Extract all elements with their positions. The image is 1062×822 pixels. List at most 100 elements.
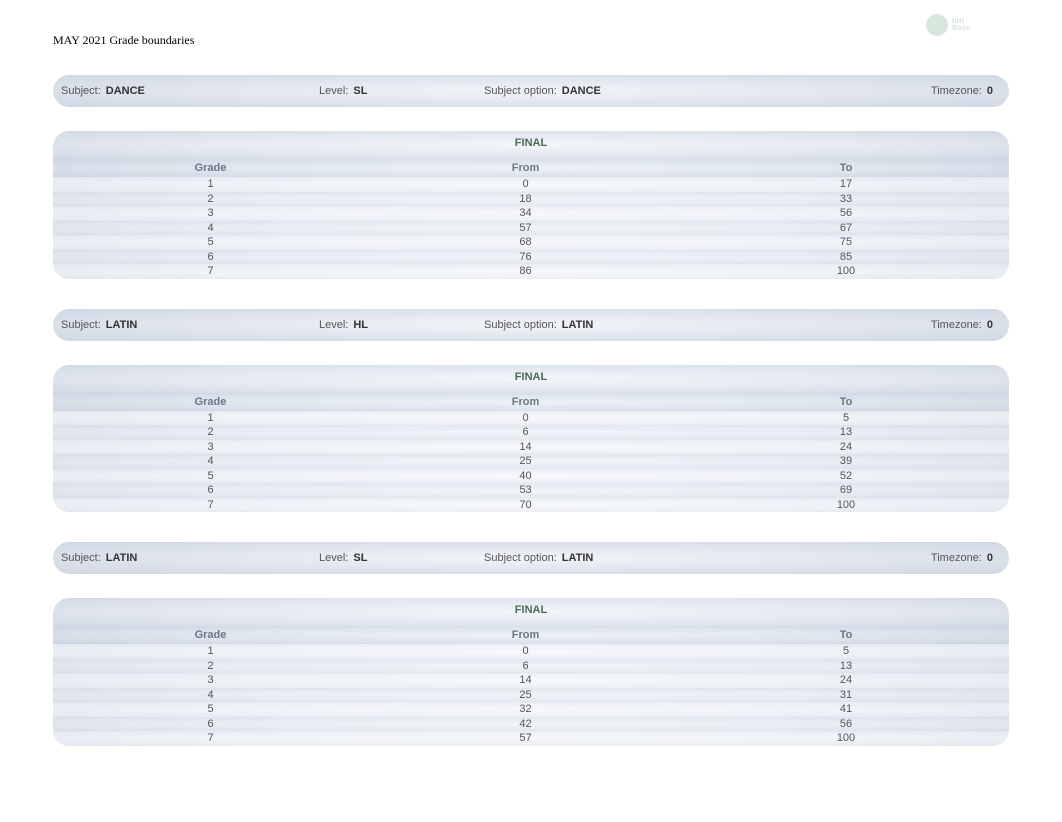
cell-grade: 7	[53, 731, 368, 746]
cell-grade: 6	[53, 717, 368, 732]
cell-grade: 3	[53, 673, 368, 688]
timezone-label: Timezone:	[931, 552, 982, 564]
table-header-row: Grade From To	[53, 159, 1009, 177]
cell-to: 75	[683, 235, 1009, 250]
subject-option-group: Subject option: LATIN	[484, 552, 931, 564]
table-row: 1 0 5	[53, 644, 1009, 659]
cell-grade: 3	[53, 206, 368, 221]
subject-option-value: LATIN	[562, 552, 594, 564]
timezone-group: Timezone: 0	[931, 85, 1001, 97]
cell-grade: 1	[53, 644, 368, 659]
col-header-from: From	[368, 162, 683, 174]
cell-from: 53	[368, 483, 683, 498]
table-row: 1 0 5	[53, 411, 1009, 426]
col-header-grade: Grade	[53, 396, 368, 408]
col-header-from: From	[368, 396, 683, 408]
grade-table: FINAL Grade From To 1 0 5 2 6 13 3 14 24…	[53, 365, 1009, 513]
level-value: SL	[353, 552, 367, 564]
table-row: 2 18 33	[53, 192, 1009, 207]
table-row: 4 25 31	[53, 688, 1009, 703]
table-row: 2 6 13	[53, 425, 1009, 440]
table-row: 4 57 67	[53, 221, 1009, 236]
subject-value: LATIN	[106, 319, 138, 331]
col-header-to: To	[683, 162, 1009, 174]
subject-option-group: Subject option: DANCE	[484, 85, 931, 97]
subject-group: Subject: LATIN	[61, 552, 319, 564]
cell-grade: 4	[53, 221, 368, 236]
cell-from: 14	[368, 440, 683, 455]
col-header-grade: Grade	[53, 629, 368, 641]
level-group: Level: SL	[319, 552, 484, 564]
cell-to: 56	[683, 206, 1009, 221]
grade-section: Subject: DANCE Level: SL Subject option:…	[53, 75, 1009, 279]
timezone-group: Timezone: 0	[931, 552, 1001, 564]
cell-from: 57	[368, 731, 683, 746]
grade-table: FINAL Grade From To 1 0 17 2 18 33 3 34 …	[53, 131, 1009, 279]
subject-label: Subject:	[61, 552, 101, 564]
subject-value: DANCE	[106, 85, 145, 97]
table-row: 6 76 85	[53, 250, 1009, 265]
subject-option-label: Subject option:	[484, 319, 557, 331]
cell-from: 14	[368, 673, 683, 688]
table-row: 5 40 52	[53, 469, 1009, 484]
cell-to: 39	[683, 454, 1009, 469]
cell-to: 13	[683, 659, 1009, 674]
cell-grade: 2	[53, 659, 368, 674]
table-row: 7 70 100	[53, 498, 1009, 513]
cell-to: 33	[683, 192, 1009, 207]
section-header-bar: Subject: LATIN Level: HL Subject option:…	[53, 309, 1009, 341]
cell-grade: 3	[53, 440, 368, 455]
subject-group: Subject: DANCE	[61, 85, 319, 97]
cell-from: 68	[368, 235, 683, 250]
table-header-row: Grade From To	[53, 626, 1009, 644]
cell-to: 41	[683, 702, 1009, 717]
cell-from: 0	[368, 644, 683, 659]
timezone-value: 0	[987, 85, 993, 97]
table-row: 5 68 75	[53, 235, 1009, 250]
cell-from: 40	[368, 469, 683, 484]
cell-to: 24	[683, 673, 1009, 688]
table-row: 2 6 13	[53, 659, 1009, 674]
cell-from: 76	[368, 250, 683, 265]
cell-from: 6	[368, 425, 683, 440]
timezone-value: 0	[987, 319, 993, 331]
cell-from: 32	[368, 702, 683, 717]
cell-from: 34	[368, 206, 683, 221]
subject-option-label: Subject option:	[484, 85, 557, 97]
level-value: SL	[353, 85, 367, 97]
cell-grade: 5	[53, 235, 368, 250]
cell-to: 85	[683, 250, 1009, 265]
section-header-bar: Subject: DANCE Level: SL Subject option:…	[53, 75, 1009, 107]
cell-from: 57	[368, 221, 683, 236]
table-row: 7 57 100	[53, 731, 1009, 746]
cell-from: 25	[368, 454, 683, 469]
table-row: 5 32 41	[53, 702, 1009, 717]
cell-from: 42	[368, 717, 683, 732]
timezone-value: 0	[987, 552, 993, 564]
subject-label: Subject:	[61, 85, 101, 97]
cell-grade: 2	[53, 425, 368, 440]
cell-grade: 7	[53, 498, 368, 513]
timezone-label: Timezone:	[931, 85, 982, 97]
cell-from: 25	[368, 688, 683, 703]
cell-from: 18	[368, 192, 683, 207]
cell-grade: 1	[53, 177, 368, 192]
col-header-grade: Grade	[53, 162, 368, 174]
cell-grade: 1	[53, 411, 368, 426]
grade-table: FINAL Grade From To 1 0 5 2 6 13 3 14 24…	[53, 598, 1009, 746]
level-group: Level: HL	[319, 319, 484, 331]
cell-grade: 6	[53, 483, 368, 498]
subject-label: Subject:	[61, 319, 101, 331]
cell-grade: 4	[53, 688, 368, 703]
table-row: 7 86 100	[53, 264, 1009, 279]
cell-from: 0	[368, 177, 683, 192]
cell-to: 5	[683, 411, 1009, 426]
level-group: Level: SL	[319, 85, 484, 97]
level-label: Level:	[319, 552, 348, 564]
col-header-to: To	[683, 396, 1009, 408]
level-label: Level:	[319, 319, 348, 331]
cell-to: 67	[683, 221, 1009, 236]
cell-to: 56	[683, 717, 1009, 732]
logo-text: IntlBacc	[952, 18, 971, 32]
content-area: Subject: DANCE Level: SL Subject option:…	[53, 75, 1009, 776]
